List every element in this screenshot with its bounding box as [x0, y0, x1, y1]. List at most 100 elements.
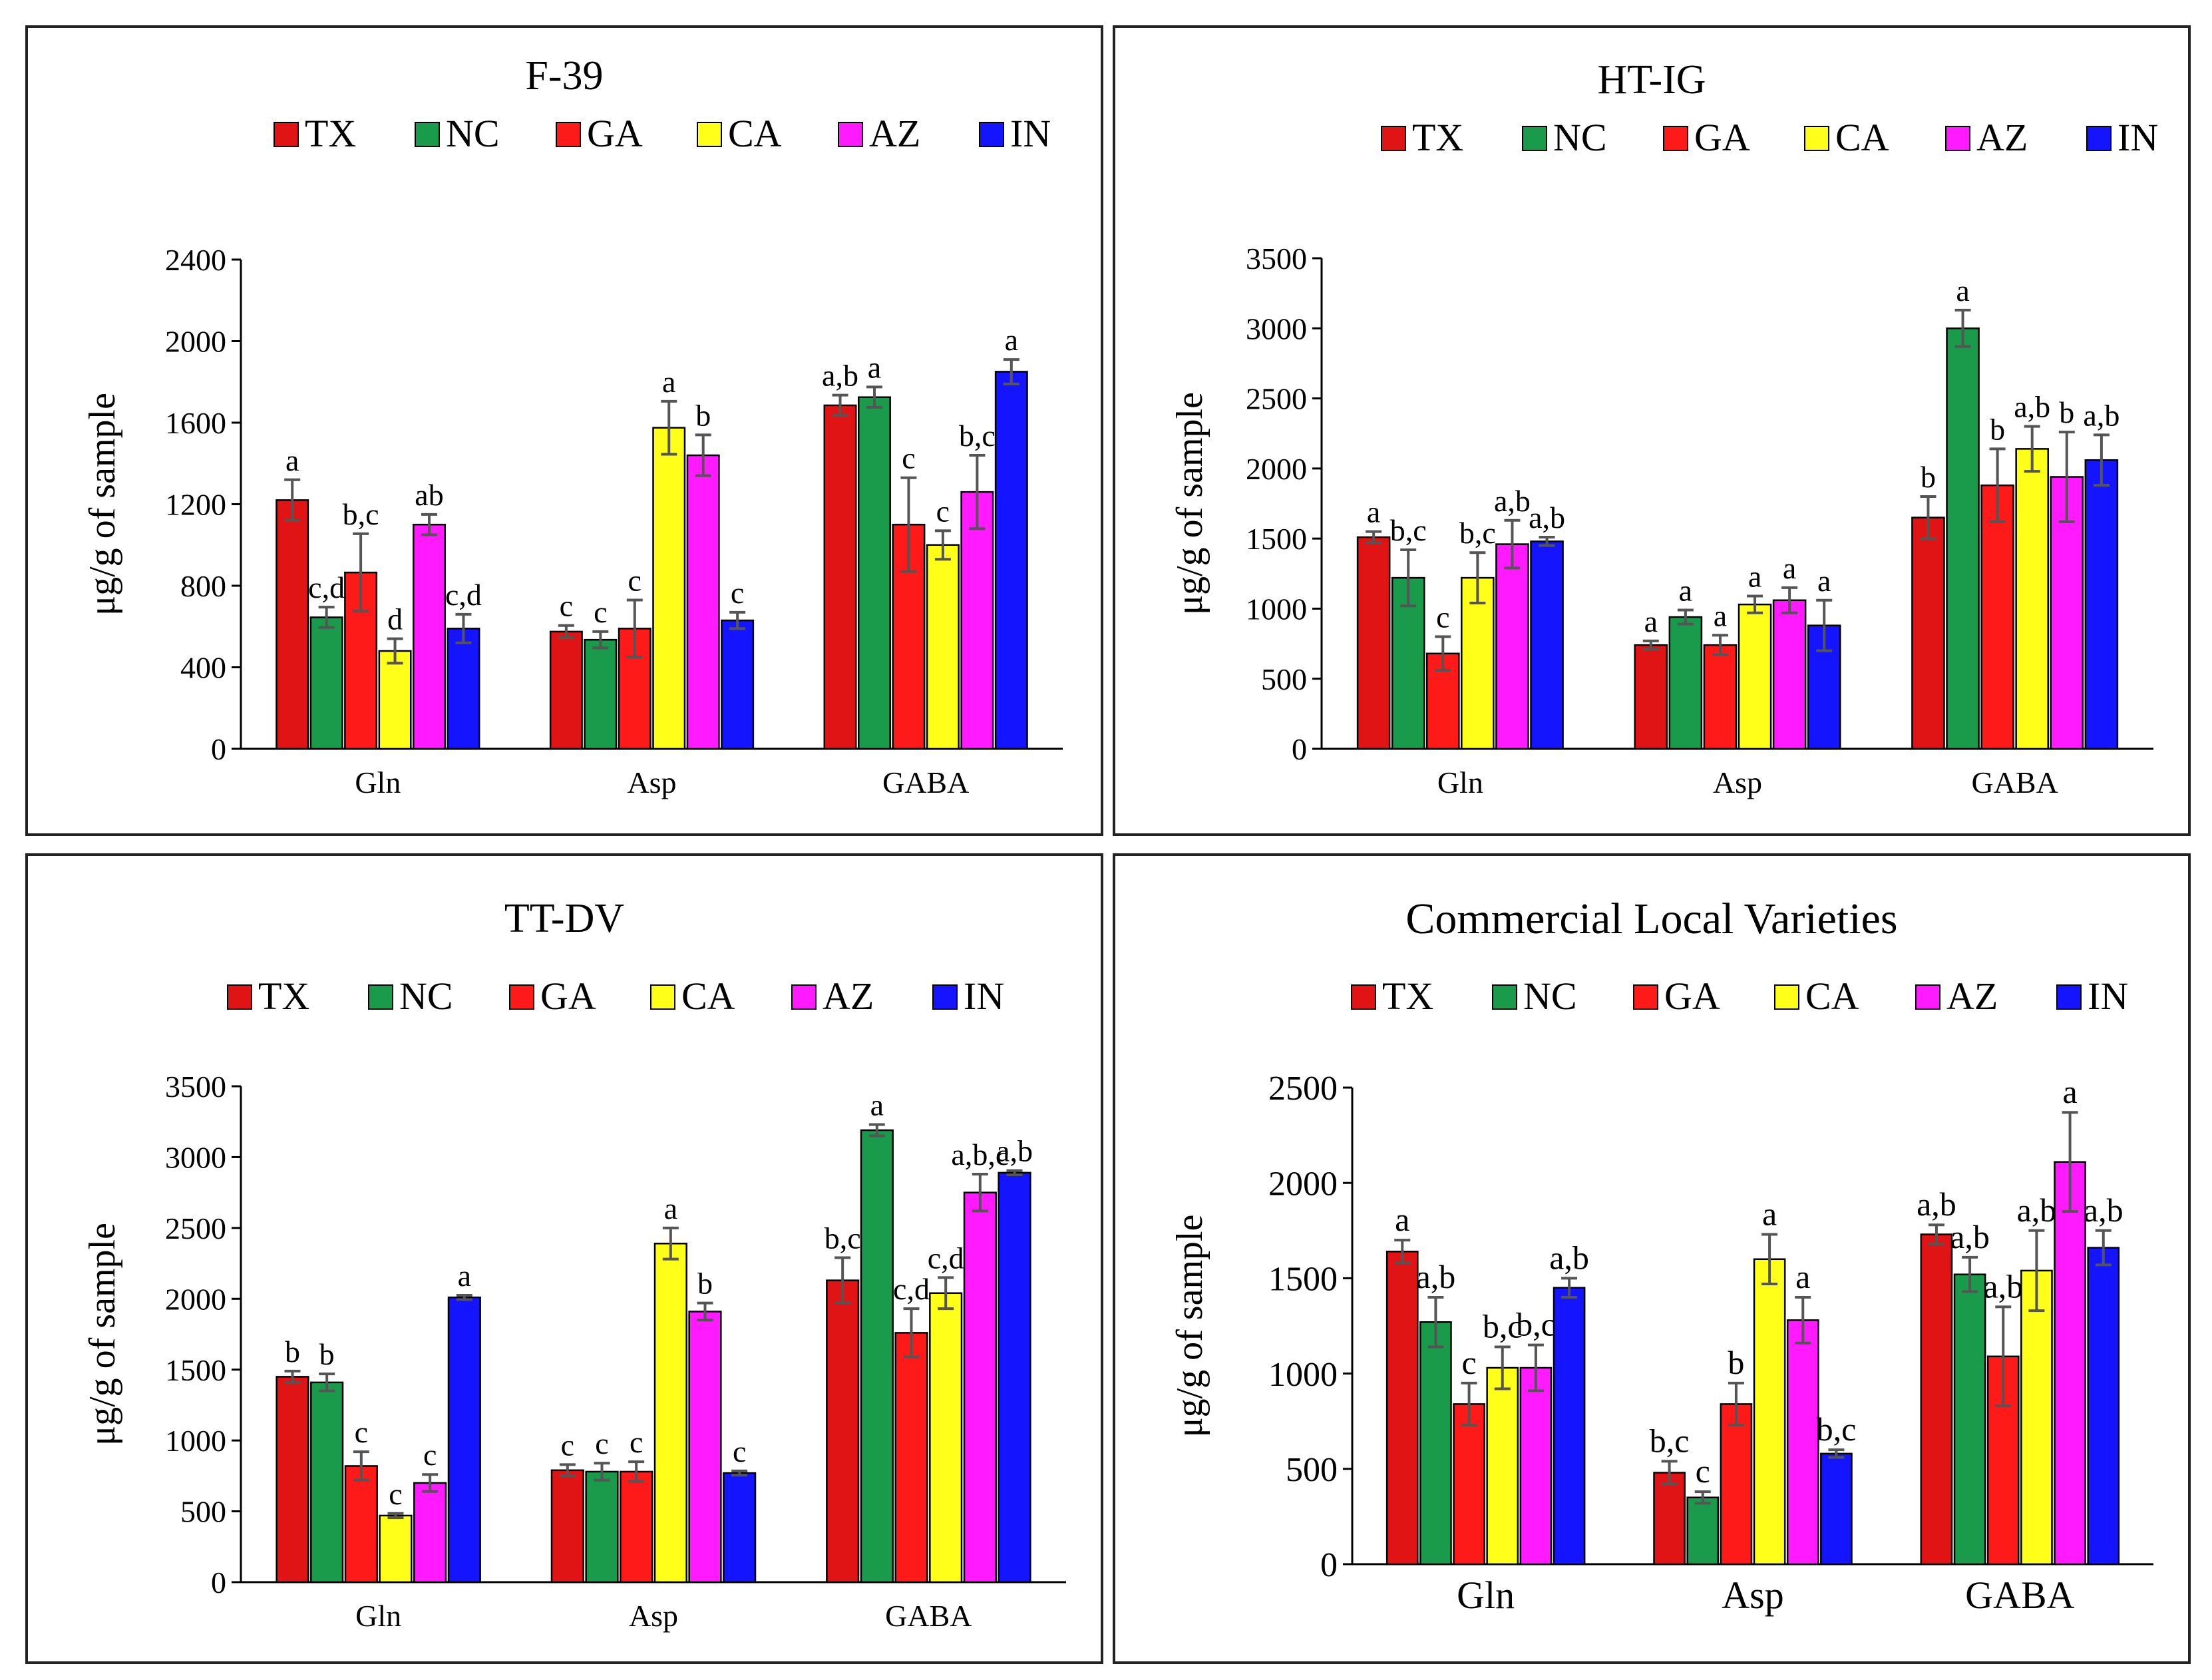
legend-swatch-nc: [1522, 126, 1547, 151]
significance-letter: c: [902, 441, 915, 475]
x-category-label-gln: Gln: [355, 1599, 401, 1633]
significance-letter: b: [695, 398, 711, 432]
bar-gaba-tx: [826, 1279, 860, 1583]
bar-gln-az: [413, 523, 447, 750]
bar-gln-tx: [276, 499, 309, 750]
significance-letter: c: [595, 1426, 608, 1460]
significance-letter: a: [662, 365, 675, 399]
x-category-label-gln: Gln: [1437, 765, 1483, 799]
y-tick-label: 2000: [1268, 1165, 1338, 1203]
legend-label-in: IN: [964, 974, 1004, 1018]
significance-letter: b,c: [1483, 1308, 1523, 1345]
significance-letter: a,b: [1494, 484, 1531, 518]
significance-letter: ab: [415, 478, 443, 512]
legend-label-ga: GA: [1694, 116, 1750, 159]
significance-letter: a: [868, 350, 881, 384]
legend-label-in: IN: [2088, 974, 2128, 1018]
bar-gaba-tx: [1911, 517, 1945, 750]
bar-gaba-nc: [858, 396, 891, 750]
y-tick-label: 2000: [1246, 452, 1307, 486]
panel-commercial-local-varieties: Commercial Local Varieties TX NC GA CA AZ IN 0 5…: [1113, 853, 2191, 1664]
y-tick-label: 0: [211, 1566, 226, 1599]
legend-label-nc: NC: [1553, 116, 1607, 159]
y-tick-label: 2500: [165, 1211, 226, 1245]
bar-asp-ga: [1703, 644, 1738, 750]
bar-gln-tx: [1385, 1251, 1419, 1566]
y-tick-label: 500: [180, 1495, 226, 1529]
legend-label-az: AZ: [1976, 116, 2028, 159]
y-tick-label: 1600: [165, 406, 226, 440]
legend-label-nc: NC: [399, 974, 453, 1018]
significance-letter: c,d: [308, 570, 345, 604]
x-category-label-gaba: GABA: [1965, 1574, 2074, 1617]
y-tick-label: 3500: [1246, 242, 1307, 276]
significance-letter: c: [560, 589, 573, 623]
bar-gaba-az: [963, 1191, 997, 1583]
legend-swatch-in: [2056, 984, 2082, 1010]
significance-letter: c,d: [893, 1272, 930, 1306]
legend-label-ga: GA: [540, 974, 596, 1018]
bar-asp-ga: [620, 1470, 653, 1583]
x-category-label-gaba: GABA: [882, 765, 969, 799]
significance-letter: c: [355, 1415, 368, 1449]
legend-label-az: AZ: [823, 974, 874, 1018]
significance-letter: c: [1696, 1452, 1710, 1490]
legend-swatch-ca: [650, 984, 675, 1010]
y-tick-label: 800: [180, 569, 226, 603]
bar-asp-ca: [653, 1243, 687, 1583]
significance-letter: a: [285, 443, 299, 477]
x-category-label-asp: Asp: [629, 1599, 678, 1633]
x-category-label-gln: Gln: [355, 765, 401, 799]
panel-f39: F-39 TX NC GA CA AZ IN 0 400 800 1200 1600 2000 2400 μ…: [25, 25, 1103, 836]
bar-gln-az: [1519, 1366, 1553, 1566]
significance-letter: b,c: [343, 497, 379, 531]
significance-letter: b: [697, 1267, 713, 1301]
y-tick-label: 3500: [165, 1070, 226, 1104]
bar-gaba-in: [2087, 1247, 2120, 1566]
legend-label-in: IN: [1010, 112, 1051, 155]
legend-label-az: AZ: [869, 112, 920, 155]
bar-gaba-in: [998, 1171, 1031, 1583]
legend-swatch-az: [791, 984, 817, 1010]
significance-letter: a: [1679, 574, 1692, 608]
bar-gln-tx: [1356, 536, 1391, 750]
bar-asp-nc: [584, 638, 618, 750]
bar-asp-ga: [618, 628, 651, 750]
bar-gaba-in: [2084, 459, 2119, 750]
significance-letter: a,b: [1983, 1267, 2023, 1305]
panel-ht-ig: HT-IG TX NC GA CA AZ IN 0 500 1000 1500 2000 2500 300…: [1113, 25, 2191, 836]
legend-label-ga: GA: [587, 112, 643, 155]
significance-letter: a: [458, 1259, 471, 1293]
legend-swatch-tx: [274, 122, 299, 147]
y-tick-label: 500: [1261, 662, 1307, 696]
significance-letter: b: [285, 1335, 300, 1368]
significance-letter: b: [319, 1337, 335, 1371]
bar-asp-nc: [1668, 616, 1703, 750]
significance-letter: c: [630, 1425, 643, 1459]
bar-asp-ca: [1753, 1258, 1786, 1566]
significance-letter: a,b: [1549, 1239, 1589, 1276]
legend-label-ga: GA: [1664, 974, 1720, 1018]
bar-gln-ca: [1486, 1366, 1519, 1566]
y-tick-label: 2000: [165, 1282, 226, 1316]
significance-letter: a,b: [1950, 1218, 1990, 1255]
significance-letter: a,b: [1529, 501, 1565, 534]
significance-letter: a,b: [996, 1134, 1033, 1168]
legend-swatch-ga: [509, 984, 534, 1010]
significance-letter: a,b: [2017, 1191, 2057, 1229]
bar-gaba-in: [994, 371, 1028, 750]
significance-letter: a: [1783, 551, 1796, 585]
significance-letter: c: [733, 1434, 746, 1468]
significance-letter: a: [1795, 1258, 1810, 1295]
bar-gln-in: [1530, 540, 1564, 750]
y-axis-label: μg/g of sample: [1169, 392, 1210, 615]
legend-swatch-ca: [697, 122, 722, 147]
y-tick-label: 0: [1292, 732, 1307, 766]
significance-letter: a: [1956, 274, 1969, 308]
bar-asp-az: [686, 454, 720, 750]
bar-gln-ga: [344, 1465, 378, 1583]
legend-swatch-az: [838, 122, 863, 147]
significance-letter: a,b: [1416, 1258, 1456, 1295]
bar-gaba-ca: [2020, 1269, 2053, 1566]
significance-letter: c,d: [928, 1241, 964, 1275]
